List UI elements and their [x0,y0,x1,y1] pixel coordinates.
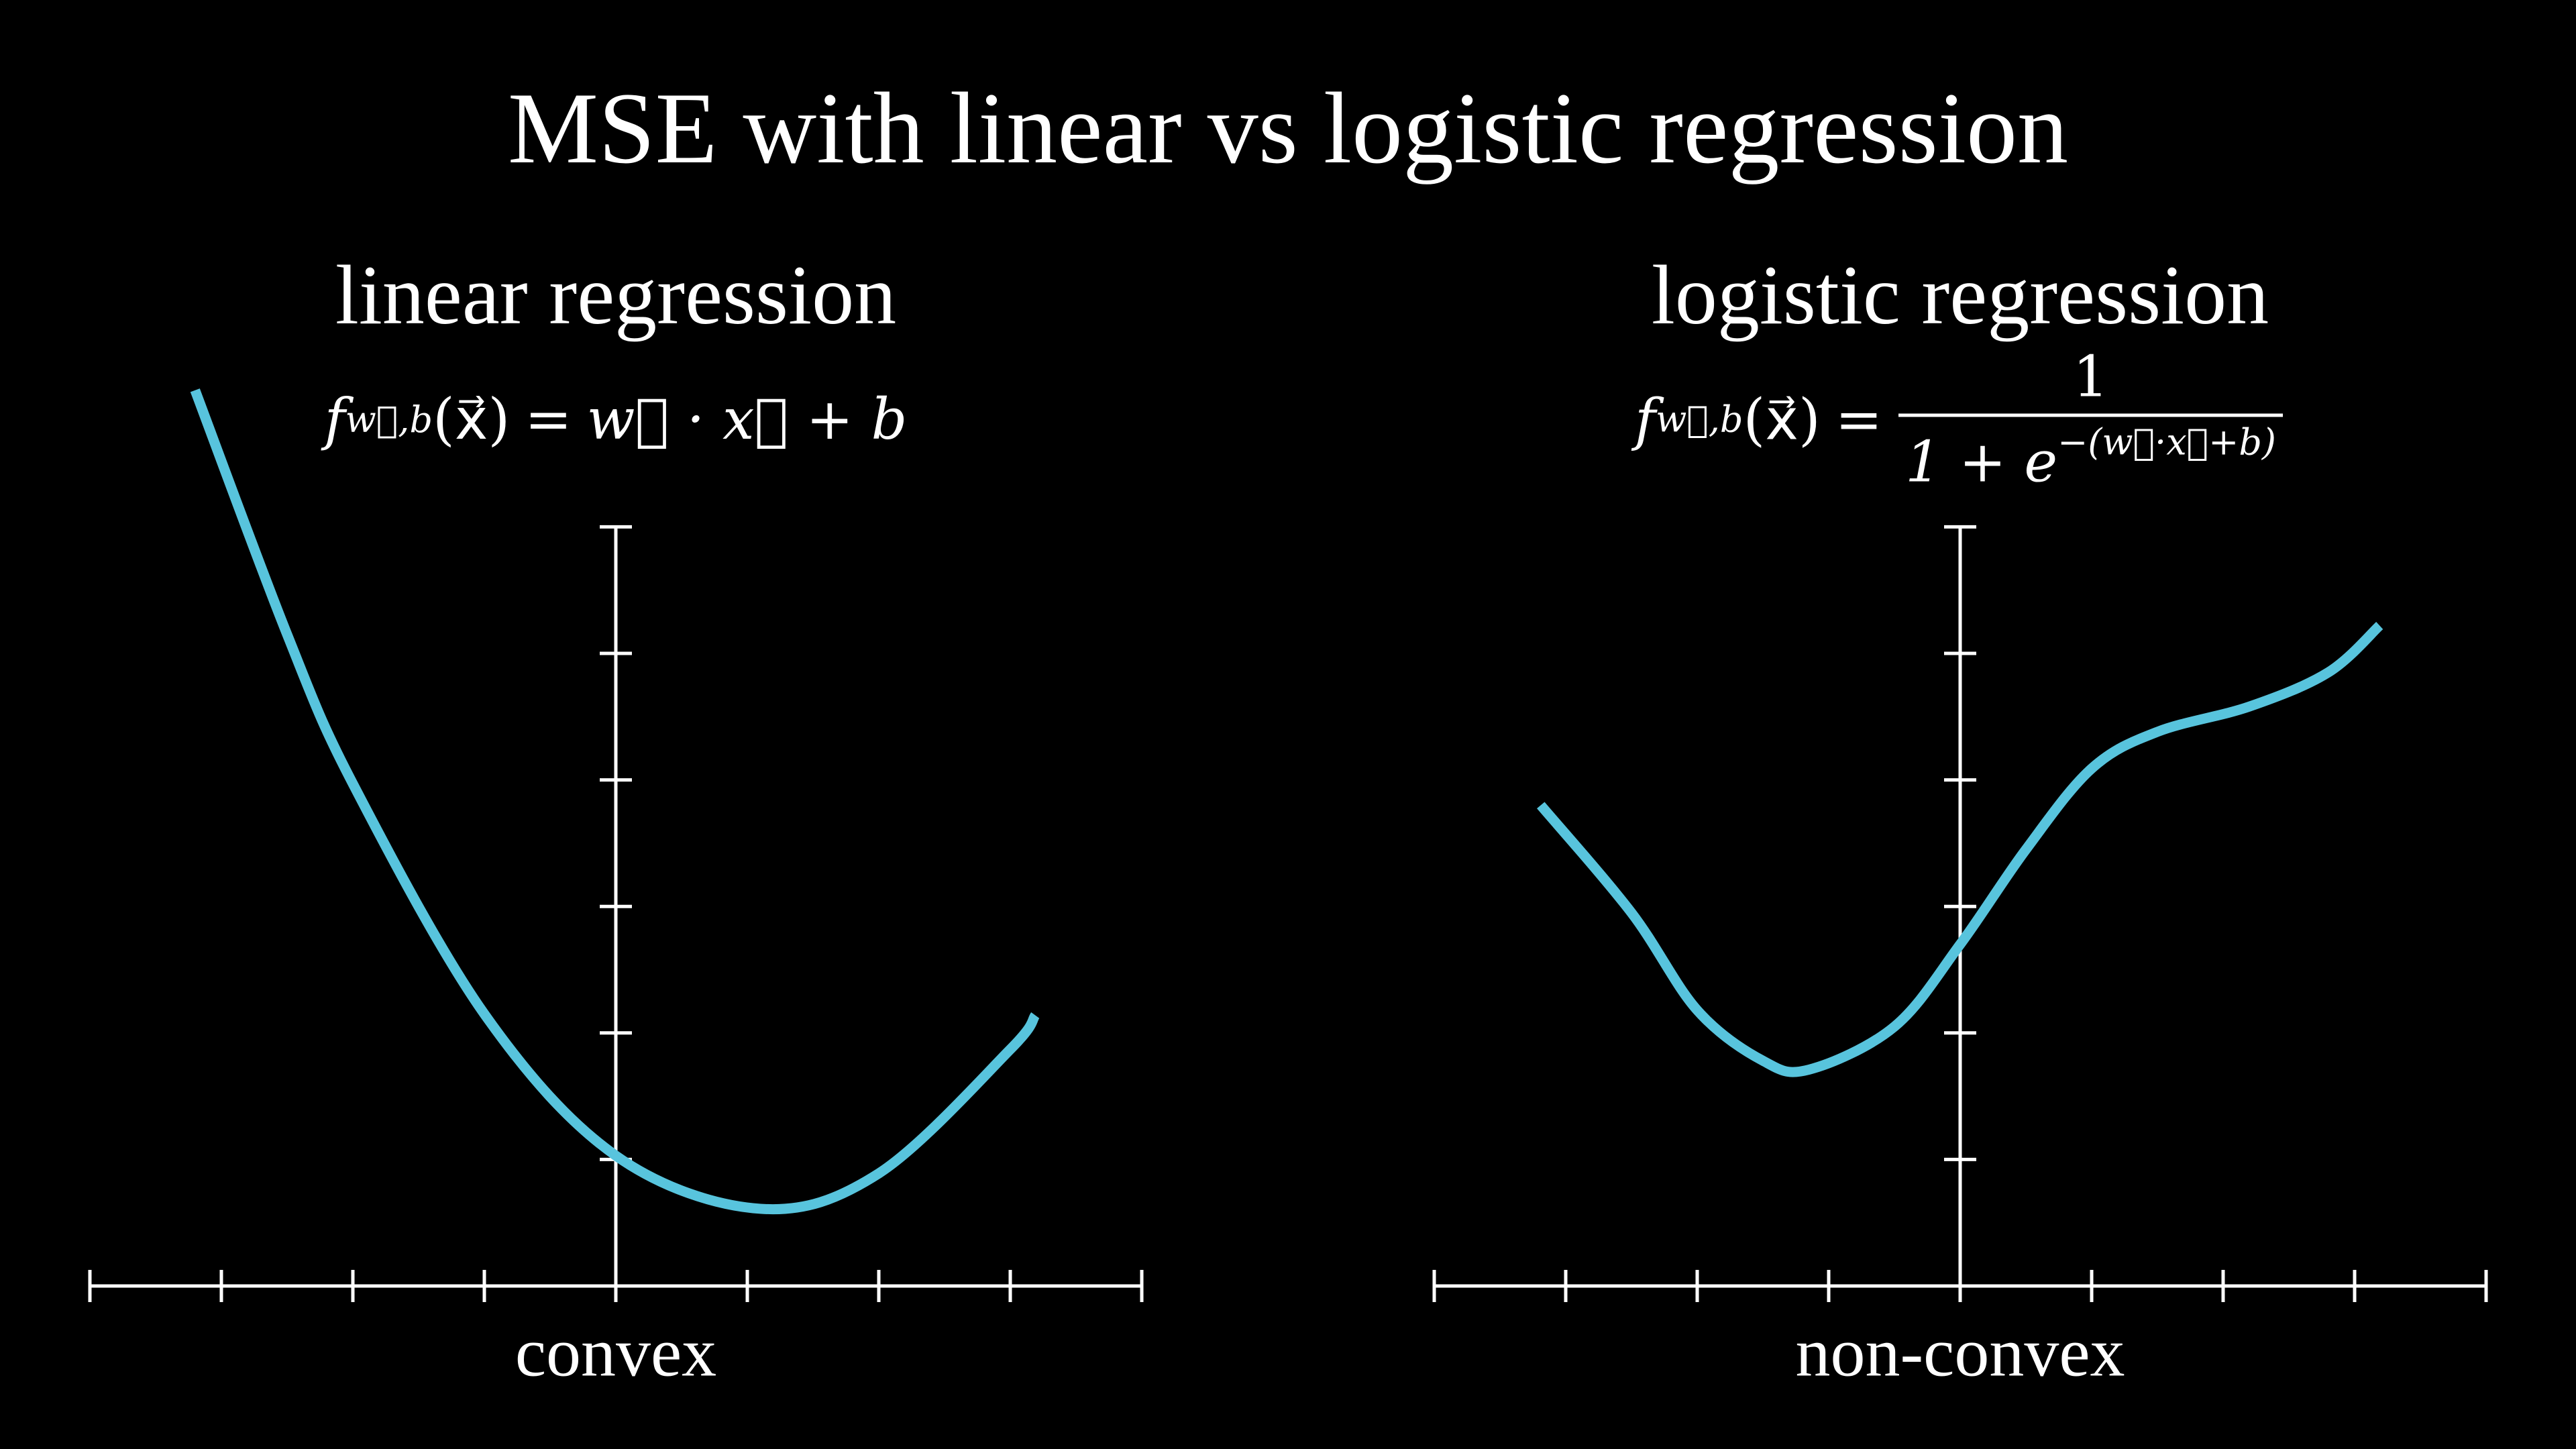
non-convex-cost-curve [1537,621,2383,1077]
logistic-regression-heading: logistic regression [1651,249,2269,342]
convex-cost-curve [190,388,1040,1215]
linear-formula: f w⃗,b (x⃗) = w⃗ · x⃗ + b [325,386,908,452]
formula-subscript: w⃗,b [1656,398,1743,441]
formula-fraction: 1 1 + e−(w⃗·x⃗+b) [1898,344,2283,495]
formula-equals: = [525,386,572,452]
formula-exponent: −(w⃗·x⃗+b) [2057,421,2276,464]
denominator-base: 1 + e [1905,429,2058,495]
formula-f: f [1635,386,1656,452]
formula-equals: = [1835,386,1883,452]
formula-subscript: w⃗,b [345,398,433,441]
linear-regression-heading: linear regression [335,249,897,342]
formula-arg: (x⃗) [1743,386,1821,452]
convex-caption: convex [515,1313,717,1391]
formula-arg: (x⃗) [433,386,511,452]
fraction-bar [1898,413,2283,417]
main-title: MSE with linear vs logistic regression [507,72,2069,184]
logistic-formula: f w⃗,b (x⃗) = 1 1 + e−(w⃗·x⃗+b) [1635,344,2283,495]
formula-f: f [324,386,345,452]
non-convex-caption: non-convex [1795,1313,2125,1391]
formula-numerator: 1 [2072,343,2109,410]
formula-denominator: 1 + e−(w⃗·x⃗+b) [1898,417,2283,495]
formula-rhs: w⃗ · x⃗ + b [586,386,908,452]
